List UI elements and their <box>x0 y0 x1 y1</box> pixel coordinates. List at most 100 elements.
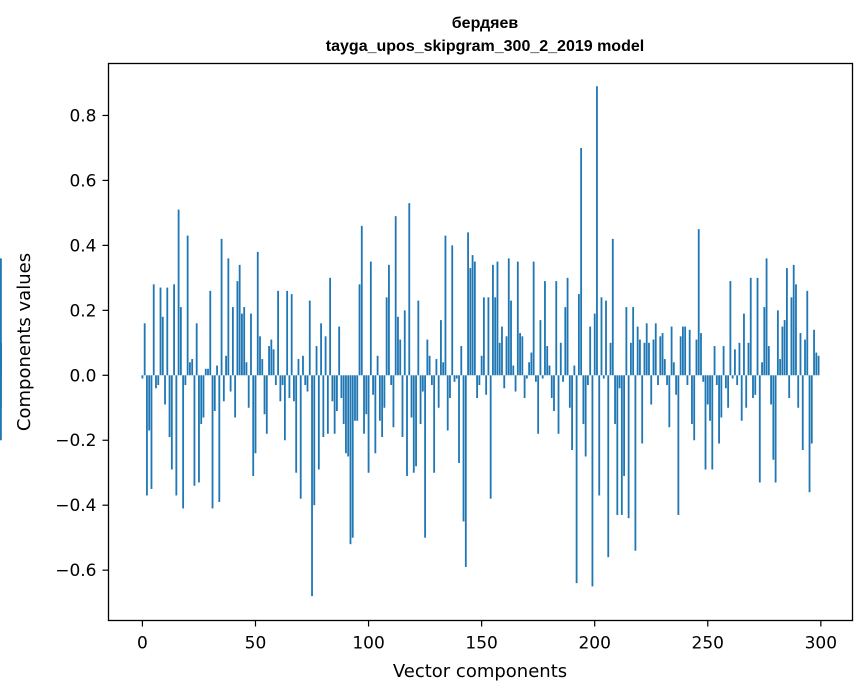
bar <box>492 264 494 376</box>
bar <box>324 336 327 376</box>
bar <box>157 375 160 386</box>
bar <box>693 375 696 441</box>
bar <box>810 375 813 444</box>
bar <box>577 294 580 376</box>
bar <box>786 268 788 376</box>
bar <box>376 355 379 376</box>
bar <box>564 307 567 376</box>
bar <box>302 355 304 376</box>
bar <box>806 290 809 376</box>
bar <box>788 375 791 399</box>
bar <box>758 375 761 483</box>
bar <box>659 336 662 376</box>
bar <box>308 300 311 376</box>
bar <box>263 375 266 415</box>
bar <box>241 313 243 376</box>
bar <box>347 375 350 457</box>
bar <box>765 258 768 376</box>
bar <box>501 326 503 376</box>
bar <box>557 375 560 434</box>
bar <box>525 375 528 379</box>
bar <box>722 346 725 376</box>
bar <box>290 294 293 376</box>
bar <box>252 375 255 476</box>
bar <box>288 375 291 399</box>
bar <box>532 261 535 376</box>
bar <box>281 375 284 386</box>
bar <box>0 342 2 376</box>
bar <box>399 339 402 376</box>
bar <box>458 375 460 463</box>
bar <box>261 359 264 376</box>
bar <box>349 375 352 545</box>
x-axis-label: Vector components <box>393 661 567 682</box>
bar <box>148 375 151 431</box>
bar <box>442 362 445 376</box>
bar <box>455 375 458 379</box>
bar <box>598 375 601 496</box>
y-axis-label: Components values <box>14 253 35 431</box>
bar <box>272 349 275 376</box>
bar <box>779 359 782 376</box>
bar <box>331 375 334 402</box>
bar <box>584 375 587 457</box>
bar <box>652 339 655 376</box>
bar <box>166 287 169 376</box>
bar <box>238 264 241 376</box>
bar <box>311 375 313 597</box>
bar <box>189 362 191 376</box>
bar <box>697 229 700 376</box>
bar <box>430 375 433 386</box>
bar <box>403 310 406 376</box>
bar <box>562 375 564 382</box>
bar <box>462 375 465 522</box>
bar <box>191 359 194 376</box>
bar <box>781 326 784 376</box>
y-tick-label: 0.4 <box>69 236 96 256</box>
bar <box>752 375 754 399</box>
bar <box>478 375 481 386</box>
bar <box>804 339 806 376</box>
bar <box>709 375 711 421</box>
bar <box>231 307 234 376</box>
bar <box>643 342 646 376</box>
y-tick-label: 0.8 <box>69 106 96 126</box>
bar <box>702 375 705 382</box>
bar <box>473 261 476 376</box>
bar <box>317 375 320 470</box>
bar <box>776 310 779 376</box>
bar <box>648 342 650 376</box>
bar <box>333 375 336 434</box>
bar <box>713 346 716 376</box>
bar <box>464 375 467 567</box>
bar <box>243 307 246 376</box>
bar <box>772 375 775 460</box>
bar <box>650 375 653 405</box>
bar <box>173 284 175 376</box>
bar <box>270 339 273 376</box>
bar <box>451 245 454 376</box>
bar <box>322 375 325 437</box>
bar <box>152 284 155 376</box>
bar <box>175 375 178 496</box>
bar <box>256 251 259 376</box>
bar <box>437 375 440 408</box>
bar <box>573 365 576 376</box>
x-tick-label: 100 <box>352 634 384 654</box>
bar <box>363 375 365 434</box>
x-tick-label: 0 <box>137 634 148 654</box>
bar <box>663 359 666 376</box>
bar <box>537 375 540 434</box>
bar <box>616 375 619 515</box>
bar <box>460 346 463 376</box>
bar <box>369 261 372 376</box>
bar <box>770 375 772 405</box>
bar <box>336 375 338 412</box>
bar <box>618 375 621 389</box>
bar <box>677 375 680 515</box>
bar <box>406 375 408 476</box>
bar <box>388 264 390 376</box>
bar <box>428 355 431 376</box>
bar <box>505 336 508 376</box>
